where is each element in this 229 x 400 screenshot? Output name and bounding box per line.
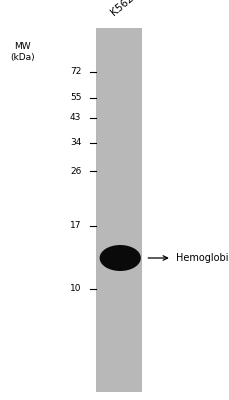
Text: 55: 55 (70, 94, 81, 102)
Text: 72: 72 (70, 68, 81, 76)
Ellipse shape (100, 245, 141, 271)
Text: Hemoglobin zeta: Hemoglobin zeta (176, 253, 229, 263)
Text: 34: 34 (70, 138, 81, 147)
Text: 43: 43 (70, 114, 81, 122)
Text: 26: 26 (70, 167, 81, 176)
Bar (96, 28, 142, 392)
Text: 17: 17 (70, 222, 81, 230)
Text: K562: K562 (109, 0, 136, 18)
Text: 10: 10 (70, 284, 81, 293)
Text: MW
(kDa): MW (kDa) (11, 42, 35, 62)
